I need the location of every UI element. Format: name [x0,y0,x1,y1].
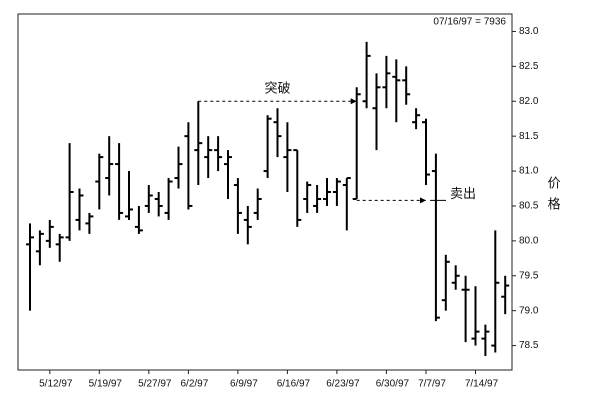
x-tick-label: 6/16/97 [277,379,311,390]
y-tick-label: 82.0 [519,96,539,107]
arrowhead [350,98,357,105]
x-tick-label: 5/12/97 [39,379,73,390]
x-tick-label: 5/19/97 [89,379,123,390]
y-tick-label: 82.5 [519,61,539,72]
y-tick-label: 79.0 [519,305,539,316]
y-tick-label: 81.5 [519,131,539,142]
x-tick-label: 6/23/97 [326,379,360,390]
y-tick-label: 80.5 [519,201,539,212]
x-tick-label: 6/30/97 [376,379,410,390]
plot-frame [17,13,513,371]
x-tick-label: 7/14/97 [465,379,499,390]
annotation-text: 突破 [264,81,290,96]
y-axis-label: 价格 [546,176,561,218]
y-tick-label: 83.0 [519,26,539,37]
x-tick-label: 7/7/97 [418,379,446,390]
x-tick-label: 5/27/97 [138,379,172,390]
y-tick-label: 79.5 [519,270,539,281]
y-tick-label: 78.5 [519,340,539,351]
arrowhead [420,197,426,204]
x-tick-label: 6/9/97 [230,379,258,390]
header: 07/16/97 = 7936 [433,17,506,28]
y-tick-label: 80.0 [519,236,539,247]
x-tick-label: 6/2/97 [180,379,208,390]
y-tick-label: 81.0 [519,166,539,177]
annotation-text: 卖出 [450,186,476,201]
